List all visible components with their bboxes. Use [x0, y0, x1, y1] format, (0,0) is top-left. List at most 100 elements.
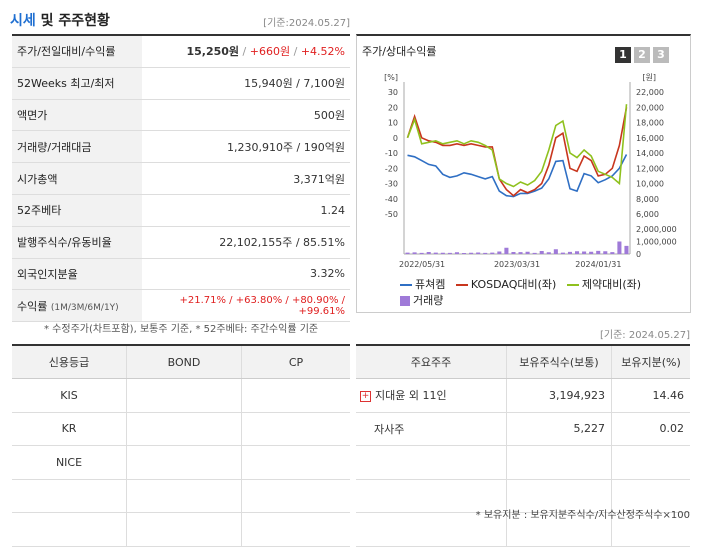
row-value: 15,940원 / 7,100원 [142, 67, 350, 100]
volume-bar [490, 252, 495, 254]
holder-pct: 14.46 [611, 378, 690, 413]
volume-bar [624, 245, 629, 254]
holder-shares [506, 445, 612, 480]
volume-bar [405, 252, 410, 254]
price-change: +660원 [249, 45, 291, 59]
return-label-sub: (1M/3M/6M/1Y) [50, 302, 119, 313]
volume-bar [525, 251, 530, 254]
left-tick-label: 30 [388, 88, 398, 97]
table-row: NICE [12, 445, 350, 480]
table-row: 거래량/거래대금 1,230,910주 / 190억원 [12, 130, 350, 164]
rating-agency: NICE [12, 445, 127, 480]
legend-item-kosdaq: KOSDAQ대비(좌) [455, 278, 556, 291]
table-header-row: 신용등급 BOND CP [12, 346, 350, 379]
left-axis-unit: [%] [384, 73, 398, 82]
volume-bar [419, 252, 424, 254]
current-price: 15,250원 [186, 45, 240, 59]
return-label: 수익률 [17, 299, 48, 313]
rating-agency: KR [12, 412, 127, 446]
row-value: 1.24 [142, 194, 350, 227]
right-tick-label: 18,000 [636, 119, 664, 128]
row-label: 시가총액 [12, 162, 142, 195]
volume-bar [575, 251, 580, 254]
holder-shares: 5,227 [506, 412, 612, 446]
row-label: 외국인지분율 [12, 258, 142, 291]
volume-bar [511, 252, 516, 254]
volume-tick-label: 2,000,000 [636, 225, 677, 234]
chart-tab-1[interactable]: 1 [615, 47, 631, 63]
left-tick-label: -40 [385, 195, 398, 204]
row-label: 수익률 (1M/3M/6M/1Y) [12, 289, 142, 323]
x-tick-label: 2023/03/31 [494, 260, 540, 269]
row-label: 발행주식수/유동비율 [12, 226, 142, 259]
volume-bar [596, 250, 601, 254]
table-row [356, 479, 690, 513]
left-tick-label: 0 [393, 134, 398, 143]
volume-bar [483, 252, 488, 254]
volume-bar [462, 253, 467, 254]
volume-bars [405, 241, 629, 254]
rating-agency [12, 479, 127, 513]
holder-pct [611, 479, 690, 513]
table-row: 수익률 (1M/3M/6M/1Y) +21.71% / +63.80% / +8… [12, 289, 350, 323]
right-tick-label: 8,000 [636, 195, 659, 204]
chart-tab-2[interactable]: 2 [634, 47, 650, 63]
left-tick-label: 10 [388, 119, 398, 128]
right-tick-label: 16,000 [636, 134, 664, 143]
table-row: 주가/전일대비/수익률 15,250원 / +660원 / +4.52% [12, 36, 350, 68]
rating-agency [12, 512, 127, 547]
right-tick-label: 10,000 [636, 180, 664, 189]
price-rate: +4.52% [300, 45, 345, 59]
price-change-value: 15,250원 / +660원 / +4.52% [142, 36, 350, 68]
holder-name: 자사주 [356, 412, 507, 446]
volume-bar [532, 252, 537, 254]
series-line [406, 107, 628, 197]
summary-footnote: * 수정주가(차트포함), 보통주 기준, * 52주베타: 주간수익률 기준 [44, 324, 319, 335]
chart-legend: 퓨쳐켐 KOSDAQ대비(좌) 제약대비(좌) [400, 276, 641, 292]
volume-bar [433, 252, 438, 254]
volume-bar [539, 251, 544, 254]
chart-tab-3[interactable]: 3 [653, 47, 669, 63]
legend-item-futurechem: 퓨쳐켐 [400, 278, 445, 291]
table-row [12, 479, 350, 513]
credit-rating-table: 신용등급 BOND CP KIS KR NICE [12, 346, 350, 547]
table-row: 52Weeks 최고/최저 15,940원 / 7,100원 [12, 67, 350, 100]
table-row: 52주베타 1.24 [12, 194, 350, 227]
row-value: 3.32% [142, 258, 350, 291]
col-header: CP [241, 346, 350, 379]
legend-item-pharma: 제약대비(좌) [566, 278, 641, 291]
row-value: 1,230,910주 / 190억원 [142, 130, 350, 164]
table-row: 액면가 500원 [12, 99, 350, 132]
row-label: 액면가 [12, 99, 142, 132]
cp-rating [241, 412, 350, 446]
table-row: 발행주식수/유동비율 22,102,155주 / 85.51% [12, 226, 350, 259]
row-label: 52주베타 [12, 194, 142, 227]
volume-bar [567, 251, 572, 254]
chart-lines [406, 104, 628, 198]
volume-tick-label: 0 [636, 250, 641, 259]
col-header: 보유지분(%) [611, 346, 690, 379]
series-line [407, 154, 628, 198]
bond-rating [126, 378, 242, 413]
row-value: 3,371억원 [142, 162, 350, 195]
table-header-row: 주요주주 보유주식수(보통) 보유지분(%) [356, 346, 690, 379]
table-row: KR [12, 412, 350, 446]
volume-bar [518, 252, 523, 254]
rating-agency: KIS [12, 378, 127, 413]
row-value: 22,102,155주 / 85.51% [142, 226, 350, 259]
row-label: 거래량/거래대금 [12, 130, 142, 164]
legend-item-volume: 거래량 [400, 292, 443, 308]
volume-bar [617, 241, 622, 254]
expand-icon[interactable]: + [360, 390, 371, 402]
chart-reference-date: [기준: 2024.05.27] [599, 330, 690, 341]
credit-top-border [12, 344, 350, 346]
col-header: BOND [126, 346, 242, 379]
volume-bar [454, 252, 459, 254]
volume-bar [603, 251, 608, 254]
volume-bar [440, 252, 445, 254]
chart-title: 주가/상대수익률 [362, 45, 437, 58]
bond-rating [126, 445, 242, 480]
volume-bar [412, 252, 417, 254]
volume-bar [497, 251, 502, 254]
left-tick-label: -30 [385, 180, 398, 189]
